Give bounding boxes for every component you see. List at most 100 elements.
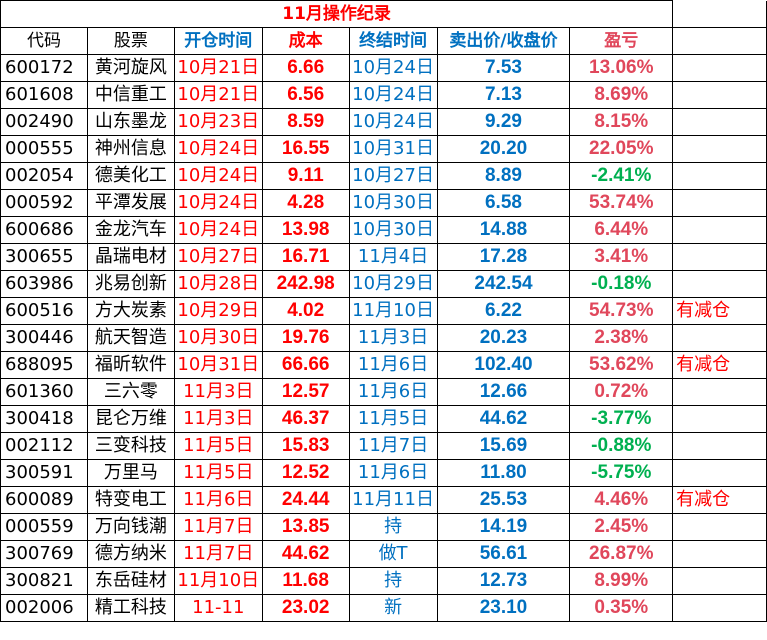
pnl-cell[interactable]: 8.15% bbox=[569, 108, 674, 136]
open-time-cell[interactable]: 10月24日 bbox=[173, 216, 263, 244]
header-sell-price[interactable]: 卖出价/收盘价 bbox=[436, 27, 571, 55]
code-cell[interactable]: 688095 bbox=[0, 351, 88, 379]
cost-cell[interactable]: 16.55 bbox=[261, 135, 350, 163]
pnl-cell[interactable]: 6.44% bbox=[569, 216, 674, 244]
close-time-cell[interactable]: 10月29日 bbox=[348, 270, 438, 298]
cost-cell[interactable]: 66.66 bbox=[261, 351, 350, 379]
pnl-cell[interactable]: 8.69% bbox=[569, 81, 674, 109]
close-time-cell[interactable]: 持 bbox=[348, 567, 438, 595]
open-time-cell[interactable]: 10月29日 bbox=[173, 297, 263, 325]
cost-cell[interactable]: 15.83 bbox=[261, 432, 350, 460]
pnl-cell[interactable]: -3.77% bbox=[569, 405, 674, 433]
code-cell[interactable]: 002054 bbox=[0, 162, 88, 190]
stock-name-cell[interactable]: 特变电工 bbox=[86, 486, 175, 514]
stock-name-cell[interactable]: 山东墨龙 bbox=[86, 108, 175, 136]
note-cell[interactable] bbox=[672, 459, 767, 487]
open-time-cell[interactable]: 10月28日 bbox=[173, 270, 263, 298]
open-time-cell[interactable]: 10月30日 bbox=[173, 324, 263, 352]
open-time-cell[interactable]: 11月5日 bbox=[173, 459, 263, 487]
open-time-cell[interactable]: 11月3日 bbox=[173, 378, 263, 406]
note-cell[interactable] bbox=[672, 189, 767, 217]
sell-price-cell[interactable]: 12.73 bbox=[436, 567, 571, 595]
stock-name-cell[interactable]: 晶瑞电材 bbox=[86, 243, 175, 271]
stock-name-cell[interactable]: 东岳硅材 bbox=[86, 567, 175, 595]
note-cell[interactable]: 有减仓 bbox=[672, 297, 767, 325]
sell-price-cell[interactable]: 25.53 bbox=[436, 486, 571, 514]
code-cell[interactable]: 600172 bbox=[0, 54, 88, 82]
code-cell[interactable]: 600686 bbox=[0, 216, 88, 244]
pnl-cell[interactable]: 26.87% bbox=[569, 540, 674, 568]
sell-price-cell[interactable]: 7.53 bbox=[436, 54, 571, 82]
sell-price-cell[interactable]: 9.29 bbox=[436, 108, 571, 136]
close-time-cell[interactable]: 11月6日 bbox=[348, 351, 438, 379]
header-code[interactable]: 代码 bbox=[0, 27, 88, 55]
cost-cell[interactable]: 13.85 bbox=[261, 513, 350, 541]
cost-cell[interactable]: 4.02 bbox=[261, 297, 350, 325]
header-open-time[interactable]: 开仓时间 bbox=[173, 27, 263, 55]
code-cell[interactable]: 300655 bbox=[0, 243, 88, 271]
header-pnl[interactable]: 盈亏 bbox=[569, 27, 674, 55]
cost-cell[interactable]: 16.71 bbox=[261, 243, 350, 271]
note-cell[interactable] bbox=[672, 567, 767, 595]
note-cell[interactable]: 有减仓 bbox=[672, 486, 767, 514]
stock-name-cell[interactable]: 精工科技 bbox=[86, 594, 175, 622]
note-cell[interactable] bbox=[672, 270, 767, 298]
code-cell[interactable]: 601608 bbox=[0, 81, 88, 109]
note-cell[interactable] bbox=[672, 378, 767, 406]
pnl-cell[interactable]: 2.45% bbox=[569, 513, 674, 541]
pnl-cell[interactable]: 53.62% bbox=[569, 351, 674, 379]
open-time-cell[interactable]: 10月21日 bbox=[173, 54, 263, 82]
code-cell[interactable]: 000592 bbox=[0, 189, 88, 217]
code-cell[interactable]: 300418 bbox=[0, 405, 88, 433]
pnl-cell[interactable]: 0.35% bbox=[569, 594, 674, 622]
close-time-cell[interactable]: 11月4日 bbox=[348, 243, 438, 271]
code-cell[interactable]: 600516 bbox=[0, 297, 88, 325]
code-cell[interactable]: 300821 bbox=[0, 567, 88, 595]
note-cell[interactable] bbox=[672, 513, 767, 541]
open-time-cell[interactable]: 11月3日 bbox=[173, 405, 263, 433]
cost-cell[interactable]: 9.11 bbox=[261, 162, 350, 190]
cost-cell[interactable]: 19.76 bbox=[261, 324, 350, 352]
sell-price-cell[interactable]: 17.28 bbox=[436, 243, 571, 271]
pnl-cell[interactable]: 54.73% bbox=[569, 297, 674, 325]
stock-name-cell[interactable]: 金龙汽车 bbox=[86, 216, 175, 244]
close-time-cell[interactable]: 11月7日 bbox=[348, 432, 438, 460]
open-time-cell[interactable]: 10月24日 bbox=[173, 162, 263, 190]
close-time-cell[interactable]: 10月27日 bbox=[348, 162, 438, 190]
stock-name-cell[interactable]: 神州信息 bbox=[86, 135, 175, 163]
close-time-cell[interactable]: 做T bbox=[348, 540, 438, 568]
code-cell[interactable]: 000555 bbox=[0, 135, 88, 163]
code-cell[interactable]: 300446 bbox=[0, 324, 88, 352]
stock-name-cell[interactable]: 万向钱潮 bbox=[86, 513, 175, 541]
stock-name-cell[interactable]: 万里马 bbox=[86, 459, 175, 487]
cost-cell[interactable]: 46.37 bbox=[261, 405, 350, 433]
pnl-cell[interactable]: 4.46% bbox=[569, 486, 674, 514]
close-time-cell[interactable]: 持 bbox=[348, 513, 438, 541]
note-cell[interactable]: 有减仓 bbox=[672, 351, 767, 379]
stock-name-cell[interactable]: 平潭发展 bbox=[86, 189, 175, 217]
sell-price-cell[interactable]: 20.23 bbox=[436, 324, 571, 352]
code-cell[interactable]: 002006 bbox=[0, 594, 88, 622]
open-time-cell[interactable]: 11月7日 bbox=[173, 513, 263, 541]
code-cell[interactable]: 601360 bbox=[0, 378, 88, 406]
open-time-cell[interactable]: 10月27日 bbox=[173, 243, 263, 271]
close-time-cell[interactable]: 10月24日 bbox=[348, 54, 438, 82]
stock-name-cell[interactable]: 黄河旋风 bbox=[86, 54, 175, 82]
note-cell[interactable] bbox=[672, 432, 767, 460]
sheet-title[interactable]: 11月操作纪录 bbox=[0, 0, 674, 28]
code-cell[interactable]: 603986 bbox=[0, 270, 88, 298]
close-time-cell[interactable]: 10月30日 bbox=[348, 189, 438, 217]
cost-cell[interactable]: 24.44 bbox=[261, 486, 350, 514]
header-cost[interactable]: 成本 bbox=[261, 27, 350, 55]
pnl-cell[interactable]: 8.99% bbox=[569, 567, 674, 595]
open-time-cell[interactable]: 10月24日 bbox=[173, 135, 263, 163]
code-cell[interactable]: 002112 bbox=[0, 432, 88, 460]
pnl-cell[interactable]: -0.88% bbox=[569, 432, 674, 460]
sell-price-cell[interactable]: 20.20 bbox=[436, 135, 571, 163]
pnl-cell[interactable]: 13.06% bbox=[569, 54, 674, 82]
close-time-cell[interactable]: 11月3日 bbox=[348, 324, 438, 352]
cost-cell[interactable]: 23.02 bbox=[261, 594, 350, 622]
pnl-cell[interactable]: 0.72% bbox=[569, 378, 674, 406]
note-cell[interactable] bbox=[672, 81, 767, 109]
cost-cell[interactable]: 12.52 bbox=[261, 459, 350, 487]
